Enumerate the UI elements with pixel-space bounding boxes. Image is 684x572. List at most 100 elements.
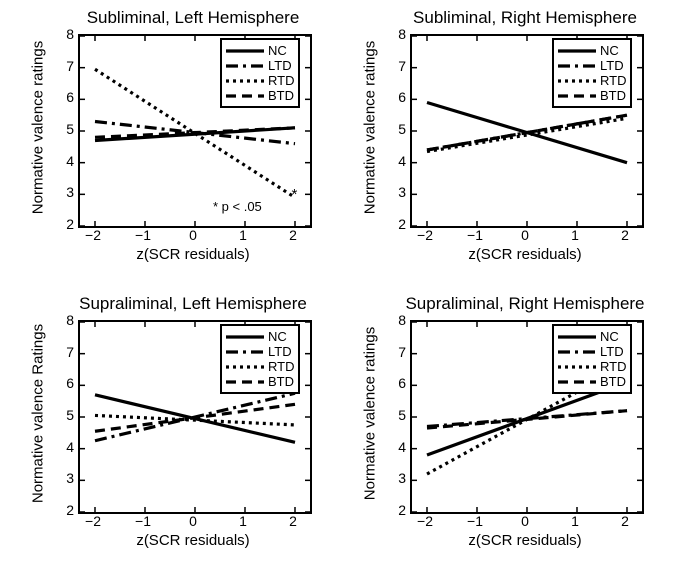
legend-br: NCLTDRTDBTD: [552, 324, 632, 394]
xtick-label: −2: [81, 513, 105, 529]
annotation-tl: * p < .05: [213, 199, 262, 214]
legend-swatch-rtd: [226, 360, 264, 374]
legend-row-btd: BTD: [226, 88, 294, 103]
ytick-label: 7: [398, 58, 406, 74]
xtick-label: 0: [181, 513, 205, 529]
xtick-label: 2: [613, 513, 637, 529]
legend-swatch-nc: [226, 330, 264, 344]
ytick-label: 5: [398, 407, 406, 423]
legend-swatch-btd: [226, 375, 264, 389]
legend-label-rtd: RTD: [600, 73, 626, 88]
ytick-label: 5: [398, 121, 406, 137]
legend-label-btd: BTD: [600, 374, 626, 389]
ytick-label: 7: [66, 58, 74, 74]
xtick-label: 1: [563, 227, 587, 243]
xtick-label: −2: [413, 227, 437, 243]
legend-label-nc: NC: [268, 43, 287, 58]
legend-row-nc: NC: [226, 329, 294, 344]
panel-title-br: Supraliminal, Right Hemisphere: [380, 294, 670, 314]
xtick-label: 2: [281, 227, 305, 243]
legend-label-nc: NC: [600, 43, 619, 58]
ytick-label: 2: [398, 216, 406, 232]
legend-swatch-ltd: [558, 59, 596, 73]
legend-row-nc: NC: [558, 329, 626, 344]
xtick-label: −1: [131, 513, 155, 529]
ytick-label: 5: [66, 121, 74, 137]
legend-label-btd: BTD: [268, 374, 294, 389]
legend-label-btd: BTD: [268, 88, 294, 103]
legend-swatch-ltd: [558, 345, 596, 359]
legend-label-ltd: LTD: [268, 58, 292, 73]
xtick-label: 0: [513, 513, 537, 529]
ytick-label: 3: [66, 470, 74, 486]
xtick-label: 1: [231, 227, 255, 243]
panel-title-bl: Supraliminal, Left Hemisphere: [48, 294, 338, 314]
legend-row-rtd: RTD: [226, 73, 294, 88]
ylabel-bl: Normative valence Ratings: [30, 314, 47, 514]
ytick-label: 8: [66, 312, 74, 328]
legend-row-btd: BTD: [558, 374, 626, 389]
legend-tl: NCLTDRTDBTD: [220, 38, 300, 108]
legend-swatch-btd: [558, 89, 596, 103]
ytick-label: 4: [398, 439, 406, 455]
xlabel-tl: z(SCR residuals): [78, 246, 308, 263]
legend-swatch-nc: [558, 44, 596, 58]
legend-row-nc: NC: [558, 43, 626, 58]
ytick-label: 7: [398, 344, 406, 360]
xlabel-br: z(SCR residuals): [410, 532, 640, 549]
ylabel-tr: Normative valence ratings: [362, 28, 379, 228]
xtick-label: −1: [131, 227, 155, 243]
legend-row-ltd: LTD: [226, 58, 294, 73]
ytick-label: 8: [398, 312, 406, 328]
legend-swatch-rtd: [558, 360, 596, 374]
legend-row-rtd: RTD: [558, 359, 626, 374]
legend-label-btd: BTD: [600, 88, 626, 103]
legend-swatch-ltd: [226, 59, 264, 73]
ytick-label: 8: [66, 26, 74, 42]
series-rtd: [427, 118, 627, 151]
legend-label-rtd: RTD: [268, 73, 294, 88]
ylabel-br: Normative valence ratings: [362, 314, 379, 514]
legend-row-ltd: LTD: [558, 344, 626, 359]
ytick-label: 3: [398, 470, 406, 486]
legend-row-nc: NC: [226, 43, 294, 58]
ytick-label: 7: [66, 344, 74, 360]
panel-title-tr: Subliminal, Right Hemisphere: [380, 8, 670, 28]
legend-row-ltd: LTD: [558, 58, 626, 73]
ytick-label: 4: [66, 153, 74, 169]
legend-swatch-btd: [558, 375, 596, 389]
ytick-label: 6: [66, 89, 74, 105]
xtick-label: −2: [413, 513, 437, 529]
legend-swatch-ltd: [226, 345, 264, 359]
ytick-label: 6: [398, 89, 406, 105]
xtick-label: 2: [613, 227, 637, 243]
legend-row-rtd: RTD: [226, 359, 294, 374]
xtick-label: 1: [231, 513, 255, 529]
panel-title-tl: Subliminal, Left Hemisphere: [48, 8, 338, 28]
legend-tr: NCLTDRTDBTD: [552, 38, 632, 108]
legend-row-btd: BTD: [226, 374, 294, 389]
ytick-label: 6: [66, 375, 74, 391]
xlabel-tr: z(SCR residuals): [410, 246, 640, 263]
legend-swatch-nc: [558, 330, 596, 344]
legend-label-rtd: RTD: [268, 359, 294, 374]
ytick-label: 3: [66, 184, 74, 200]
legend-label-ltd: LTD: [600, 58, 624, 73]
legend-swatch-rtd: [226, 74, 264, 88]
ytick-label: 6: [398, 375, 406, 391]
ytick-label: 5: [66, 407, 74, 423]
xtick-label: −1: [463, 513, 487, 529]
xtick-label: −1: [463, 227, 487, 243]
ytick-label: 4: [398, 153, 406, 169]
ytick-label: 2: [66, 216, 74, 232]
legend-swatch-btd: [226, 89, 264, 103]
ytick-label: 2: [66, 502, 74, 518]
ytick-label: 2: [398, 502, 406, 518]
xtick-label: −2: [81, 227, 105, 243]
legend-row-btd: BTD: [558, 88, 626, 103]
figure-root: Subliminal, Left Hemisphere −2 −1 0 1 2 2 3 4 5 6 7…: [0, 0, 684, 572]
legend-label-rtd: RTD: [600, 359, 626, 374]
legend-label-ltd: LTD: [268, 344, 292, 359]
legend-label-nc: NC: [600, 329, 619, 344]
ytick-label: 3: [398, 184, 406, 200]
